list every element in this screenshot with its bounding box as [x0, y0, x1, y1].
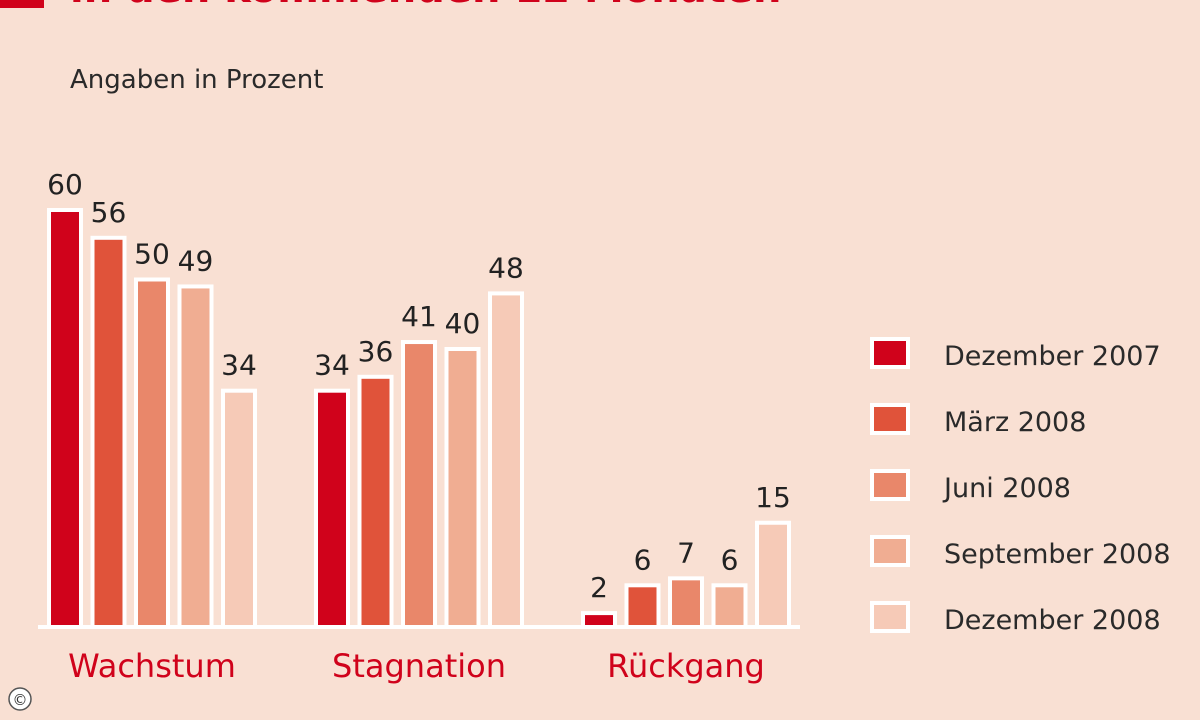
bar-r-ckgang-3	[668, 576, 704, 629]
legend-swatch	[870, 337, 910, 369]
value-label: 2	[590, 571, 608, 604]
value-label: 50	[134, 238, 170, 271]
bar-stagnation-1	[314, 388, 350, 630]
header: in den kommenden 12 Monaten	[0, 0, 781, 12]
bar-r-ckgang-5	[755, 520, 791, 629]
value-label: 7	[677, 536, 695, 569]
bar-r-ckgang-2	[624, 583, 661, 629]
legend-swatch	[870, 469, 910, 501]
bar-wachstum-5	[221, 388, 257, 630]
bar-stagnation-3	[401, 340, 437, 629]
title-marker	[0, 0, 44, 8]
bar-stagnation-5	[488, 291, 524, 629]
copyright-badge: ©	[8, 687, 32, 711]
legend-swatch	[870, 535, 910, 567]
legend-label: Dezember 2007	[944, 341, 1161, 372]
copyright-symbol: ©	[13, 691, 28, 709]
bar-stagnation-4	[444, 347, 481, 629]
bar-wachstum-1	[47, 208, 83, 629]
category-label: Wachstum	[68, 647, 236, 685]
value-label: 34	[221, 349, 257, 382]
legend-label: September 2008	[944, 539, 1171, 570]
value-label: 36	[358, 335, 394, 368]
chart-title: in den kommenden 12 Monaten	[70, 0, 781, 12]
value-label: 41	[401, 300, 437, 333]
value-label: 48	[488, 251, 524, 284]
value-label: 15	[755, 481, 791, 514]
legend-label: Juni 2008	[942, 473, 1071, 504]
legend-label: Dezember 2008	[944, 605, 1161, 636]
legend: Dezember 2007 März 2008 Juni 2008 September…	[870, 337, 1171, 636]
bar-r-ckgang-4	[711, 583, 748, 629]
value-label: 40	[445, 307, 481, 340]
value-label: 56	[91, 196, 127, 229]
chart-subtitle: Angaben in Prozent	[70, 65, 323, 95]
bar-wachstum-3	[134, 277, 170, 629]
value-label: 34	[314, 349, 350, 382]
value-label: 60	[47, 168, 83, 201]
category-label: Rückgang	[607, 647, 765, 685]
value-label: 6	[634, 543, 652, 576]
value-label: 49	[178, 244, 214, 277]
bar-r-ckgang-1	[581, 611, 617, 629]
value-label: 6	[721, 543, 739, 576]
bar-wachstum-4	[177, 284, 214, 629]
legend-swatch	[870, 403, 910, 435]
legend-label: März 2008	[944, 407, 1086, 438]
category-labels: Wachstum Stagnation Rückgang	[68, 647, 765, 685]
bar-wachstum-2	[90, 235, 127, 630]
legend-swatch	[870, 601, 910, 633]
category-label: Stagnation	[332, 647, 506, 685]
bar-stagnation-2	[357, 374, 394, 629]
